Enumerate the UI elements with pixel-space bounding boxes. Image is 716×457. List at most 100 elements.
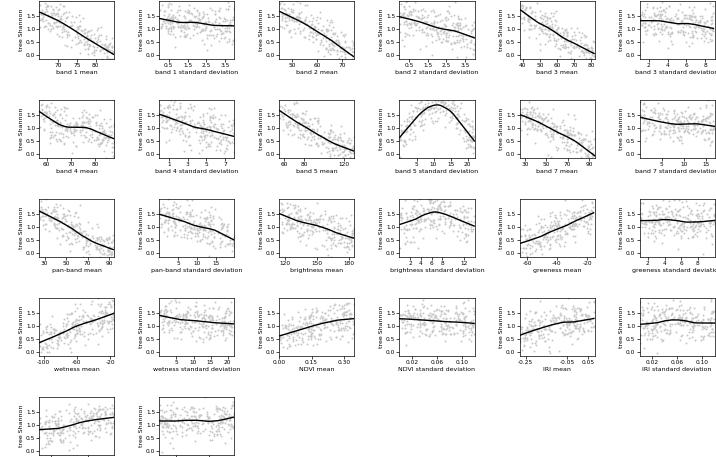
Point: [106, 258, 117, 266]
Point: [465, 227, 477, 234]
Point: [544, 235, 556, 243]
Point: [276, 10, 288, 17]
Point: [544, 223, 556, 231]
Point: [338, 146, 349, 153]
Point: [207, 304, 218, 312]
Point: [420, 331, 432, 338]
Point: [703, 29, 715, 37]
Point: [559, 227, 571, 234]
Point: [699, 305, 710, 313]
Point: [674, 224, 685, 231]
Point: [323, 307, 334, 314]
Point: [181, 319, 193, 326]
Point: [402, 309, 414, 317]
Point: [700, 326, 712, 333]
Point: [66, 415, 77, 423]
Point: [647, 327, 658, 334]
Point: [546, 314, 557, 321]
Point: [425, 217, 436, 224]
Point: [67, 224, 79, 232]
Point: [415, 113, 427, 120]
Point: [343, 235, 354, 242]
Point: [324, 318, 336, 325]
Point: [705, 309, 716, 317]
Point: [437, 197, 449, 205]
Point: [561, 30, 573, 37]
Point: [460, 314, 471, 321]
Point: [707, 232, 716, 239]
Point: [697, 207, 709, 215]
Point: [652, 110, 663, 117]
Point: [410, 214, 422, 221]
Point: [104, 325, 115, 332]
Point: [76, 421, 87, 429]
Point: [40, 340, 52, 347]
Point: [223, 422, 235, 429]
Point: [425, 225, 436, 232]
Point: [338, 46, 349, 53]
Point: [65, 349, 77, 356]
Point: [653, 116, 664, 123]
Point: [52, 414, 63, 421]
Point: [317, 314, 329, 321]
Point: [204, 312, 216, 319]
Point: [566, 36, 578, 43]
Point: [193, 311, 205, 318]
Point: [579, 40, 591, 48]
Point: [339, 58, 351, 65]
Point: [638, 11, 649, 18]
Point: [198, 222, 210, 229]
Point: [395, 213, 406, 221]
Point: [217, 254, 228, 261]
Point: [653, 20, 664, 27]
Point: [316, 140, 327, 148]
Point: [347, 47, 358, 54]
Point: [425, 206, 437, 213]
Point: [547, 327, 558, 335]
Point: [400, 328, 412, 335]
Point: [576, 142, 588, 149]
Point: [316, 223, 328, 230]
Point: [208, 34, 220, 42]
Point: [165, 128, 177, 136]
Point: [55, 413, 67, 420]
Point: [47, 214, 59, 222]
Point: [291, 329, 302, 336]
Point: [50, 117, 62, 125]
Point: [280, 14, 291, 21]
Point: [77, 27, 88, 35]
Point: [657, 27, 668, 34]
Point: [519, 221, 531, 228]
Point: [426, 209, 437, 217]
Point: [301, 20, 313, 27]
Point: [274, 331, 286, 339]
Point: [197, 111, 208, 118]
Point: [395, 210, 406, 217]
Point: [175, 233, 187, 240]
Point: [677, 122, 688, 129]
Point: [299, 316, 310, 323]
Point: [292, 124, 304, 131]
Point: [52, 330, 64, 337]
Point: [324, 130, 336, 137]
Point: [183, 7, 194, 14]
Point: [426, 98, 437, 106]
Point: [72, 233, 84, 240]
Point: [225, 28, 236, 35]
Point: [522, 12, 533, 20]
Point: [572, 128, 584, 136]
Point: [674, 0, 686, 8]
Point: [638, 100, 649, 107]
Point: [34, 208, 45, 216]
Point: [168, 421, 179, 429]
Point: [427, 292, 438, 299]
Point: [563, 316, 574, 324]
Point: [214, 420, 226, 427]
Point: [46, 430, 57, 437]
Point: [399, 3, 410, 10]
Point: [670, 117, 682, 124]
Point: [551, 221, 562, 228]
Point: [691, 121, 702, 128]
Point: [407, 8, 418, 15]
Point: [419, 94, 430, 101]
